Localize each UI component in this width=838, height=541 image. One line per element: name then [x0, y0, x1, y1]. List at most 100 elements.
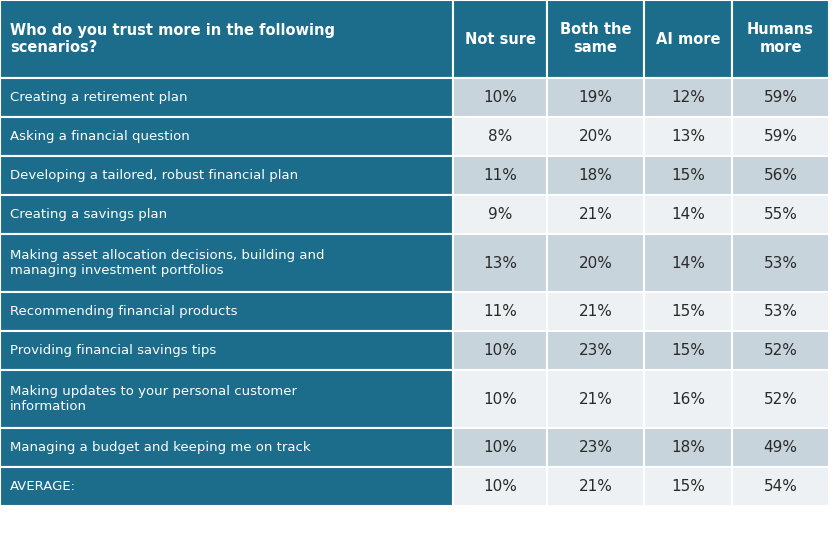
Text: 10%: 10% [483, 343, 517, 358]
Text: Who do you trust more in the following
scenarios?: Who do you trust more in the following s… [10, 23, 335, 56]
Text: 15%: 15% [671, 479, 705, 494]
Text: 55%: 55% [763, 207, 798, 222]
Text: 8%: 8% [488, 129, 512, 144]
Bar [644, 117, 732, 156]
Text: 56%: 56% [763, 168, 798, 183]
Bar [644, 0, 732, 78]
Bar [547, 428, 644, 467]
Bar [732, 0, 829, 78]
Bar [644, 78, 732, 117]
Text: Humans
more: Humans more [747, 23, 814, 56]
Bar [547, 467, 644, 506]
Text: Both the
same: Both the same [560, 23, 631, 56]
Bar [732, 370, 829, 428]
Text: 53%: 53% [763, 304, 798, 319]
Text: 9%: 9% [488, 207, 512, 222]
Text: 21%: 21% [578, 207, 613, 222]
Text: 12%: 12% [671, 90, 705, 105]
Text: 14%: 14% [671, 255, 705, 270]
Bar [453, 467, 547, 506]
Bar [547, 234, 644, 292]
Text: 10%: 10% [483, 90, 517, 105]
Text: 15%: 15% [671, 304, 705, 319]
Bar [453, 428, 547, 467]
Text: 13%: 13% [671, 129, 705, 144]
Bar [0, 292, 453, 331]
Bar [644, 156, 732, 195]
Bar [0, 117, 453, 156]
Bar [453, 117, 547, 156]
Text: 10%: 10% [483, 479, 517, 494]
Text: 59%: 59% [763, 129, 798, 144]
Bar [0, 234, 453, 292]
Text: 14%: 14% [671, 207, 705, 222]
Text: 54%: 54% [763, 479, 798, 494]
Text: 52%: 52% [763, 392, 798, 406]
Bar [0, 78, 453, 117]
Text: AVERAGE:: AVERAGE: [10, 480, 76, 493]
Bar [0, 156, 453, 195]
Bar [453, 331, 547, 370]
Text: Making asset allocation decisions, building and
managing investment portfolios: Making asset allocation decisions, build… [10, 249, 324, 277]
Text: 10%: 10% [483, 392, 517, 406]
Bar [644, 370, 732, 428]
Text: 20%: 20% [578, 255, 613, 270]
Bar [732, 467, 829, 506]
Bar [732, 156, 829, 195]
Text: Managing a budget and keeping me on track: Managing a budget and keeping me on trac… [10, 441, 311, 454]
Bar [453, 370, 547, 428]
Bar [732, 78, 829, 117]
Text: 21%: 21% [578, 392, 613, 406]
Bar [547, 78, 644, 117]
Bar [0, 0, 453, 78]
Text: 23%: 23% [578, 440, 613, 455]
Bar [732, 234, 829, 292]
Text: 11%: 11% [483, 304, 517, 319]
Text: 49%: 49% [763, 440, 798, 455]
Bar [0, 331, 453, 370]
Text: 16%: 16% [671, 392, 705, 406]
Text: AI more: AI more [656, 31, 720, 47]
Text: Developing a tailored, robust financial plan: Developing a tailored, robust financial … [10, 169, 298, 182]
Text: 21%: 21% [578, 479, 613, 494]
Bar [644, 195, 732, 234]
Text: 18%: 18% [578, 168, 613, 183]
Text: 53%: 53% [763, 255, 798, 270]
Text: Not sure: Not sure [464, 31, 535, 47]
Bar [453, 234, 547, 292]
Bar [547, 0, 644, 78]
Text: 15%: 15% [671, 168, 705, 183]
Text: Creating a retirement plan: Creating a retirement plan [10, 91, 188, 104]
Text: 13%: 13% [483, 255, 517, 270]
Bar [644, 292, 732, 331]
Text: 59%: 59% [763, 90, 798, 105]
Text: Providing financial savings tips: Providing financial savings tips [10, 344, 216, 357]
Bar [547, 370, 644, 428]
Bar [732, 195, 829, 234]
Bar [644, 234, 732, 292]
Text: 11%: 11% [483, 168, 517, 183]
Bar [0, 467, 453, 506]
Bar [453, 292, 547, 331]
Bar [453, 156, 547, 195]
Text: 18%: 18% [671, 440, 705, 455]
Text: 10%: 10% [483, 440, 517, 455]
Text: Creating a savings plan: Creating a savings plan [10, 208, 167, 221]
Bar [644, 331, 732, 370]
Text: 19%: 19% [578, 90, 613, 105]
Bar [732, 292, 829, 331]
Text: 20%: 20% [578, 129, 613, 144]
Bar [732, 331, 829, 370]
Bar [0, 428, 453, 467]
Bar [547, 331, 644, 370]
Bar [644, 428, 732, 467]
Text: Recommending financial products: Recommending financial products [10, 305, 237, 318]
Bar [453, 78, 547, 117]
Bar [547, 195, 644, 234]
Bar [0, 370, 453, 428]
Bar [453, 195, 547, 234]
Text: 21%: 21% [578, 304, 613, 319]
Text: 15%: 15% [671, 343, 705, 358]
Text: Making updates to your personal customer
information: Making updates to your personal customer… [10, 385, 297, 413]
Bar [644, 467, 732, 506]
